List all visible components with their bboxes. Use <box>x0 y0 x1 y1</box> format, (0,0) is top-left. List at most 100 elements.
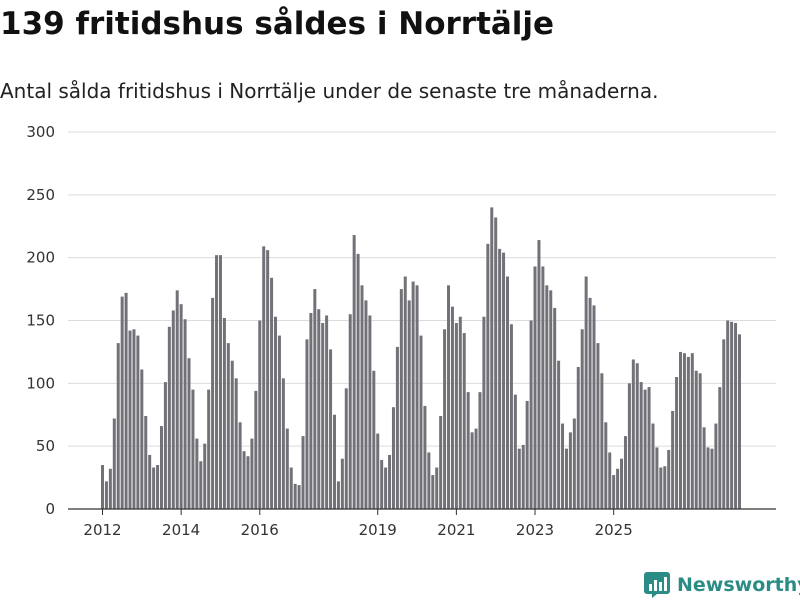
bar <box>521 444 525 509</box>
bar <box>156 465 160 509</box>
bar <box>498 248 502 509</box>
bar <box>679 351 682 509</box>
bar <box>360 285 364 509</box>
bar <box>152 467 156 509</box>
bar <box>191 389 195 509</box>
bar <box>289 467 293 509</box>
bar <box>568 432 572 509</box>
bar <box>132 329 136 509</box>
bar <box>254 390 258 509</box>
bar <box>502 252 506 509</box>
bar <box>572 418 576 509</box>
x-tick-label: 2016 <box>241 521 279 539</box>
bar <box>561 423 565 509</box>
bar <box>336 481 340 509</box>
bar <box>407 300 411 509</box>
bar <box>199 461 203 509</box>
bar <box>450 306 454 509</box>
bar <box>159 426 163 509</box>
x-tick-label: 2025 <box>595 521 633 539</box>
bar <box>706 447 710 509</box>
bar <box>344 388 348 509</box>
bar <box>466 392 470 509</box>
bar <box>494 217 498 509</box>
bar <box>553 307 557 509</box>
bar <box>694 370 698 509</box>
y-tick-label: 100 <box>26 374 55 392</box>
bar <box>600 373 604 509</box>
y-tick-label: 150 <box>26 312 55 330</box>
y-tick-label: 50 <box>36 437 55 455</box>
bar <box>639 382 643 509</box>
chart-title: 139 fritidshus såldes i Norrtälje <box>0 6 555 42</box>
bar <box>175 290 179 509</box>
bar <box>592 305 596 509</box>
bar <box>277 335 281 509</box>
bar <box>525 400 529 509</box>
bar <box>490 207 494 509</box>
bar <box>663 466 667 509</box>
bar <box>246 456 250 509</box>
bar <box>384 467 388 509</box>
bar <box>124 292 128 509</box>
bar <box>250 438 254 509</box>
bar <box>541 266 545 509</box>
bar <box>671 410 675 509</box>
bar <box>274 316 278 509</box>
bar <box>179 304 183 509</box>
bar <box>242 451 246 509</box>
y-tick-label: 300 <box>26 123 55 141</box>
bar <box>391 407 395 509</box>
bar <box>647 387 651 509</box>
bar <box>262 246 266 510</box>
highlight-value-label: 139 <box>732 0 759 4</box>
chart-subtitle: Antal sålda fritidshus i Norrtälje under… <box>0 79 659 103</box>
bar <box>549 290 553 509</box>
bar <box>730 321 734 509</box>
bar <box>352 235 356 510</box>
bar <box>340 458 344 509</box>
bar <box>285 428 289 509</box>
bar <box>529 320 533 509</box>
bar <box>309 312 313 509</box>
bar <box>329 349 333 509</box>
bar <box>643 389 647 509</box>
bar <box>537 240 541 509</box>
bar <box>458 316 462 509</box>
bar <box>411 281 415 509</box>
bar <box>187 358 191 509</box>
bar <box>675 377 679 509</box>
bar <box>702 427 706 509</box>
bar <box>203 443 207 509</box>
bar <box>690 353 694 509</box>
bar <box>372 370 376 509</box>
y-tick-label: 200 <box>26 249 55 267</box>
bar <box>517 448 521 509</box>
x-axis-ticks: 2012 2014 2016 2019 2021 2023 2025 <box>83 509 633 539</box>
bar <box>714 423 718 509</box>
y-axis-ticks: 0 50 100 150 200 250 300 <box>26 123 55 518</box>
bar <box>623 436 627 509</box>
bar <box>305 339 309 509</box>
bar <box>486 243 490 509</box>
bar <box>403 276 407 509</box>
bar <box>183 319 187 509</box>
bar <box>726 320 730 509</box>
bar <box>258 320 262 509</box>
bar <box>234 378 238 509</box>
brand-name: Newsworthy <box>677 574 800 596</box>
bar <box>112 418 116 509</box>
bar <box>211 297 215 509</box>
bar <box>388 454 392 509</box>
x-tick-label: 2014 <box>162 521 200 539</box>
newsworthy-brand: Newsworthy <box>644 569 800 601</box>
bar <box>608 452 612 509</box>
bar <box>399 289 403 509</box>
bar <box>635 363 639 509</box>
bar <box>325 315 329 509</box>
bar <box>144 416 148 509</box>
bar <box>195 438 199 509</box>
bar <box>659 467 663 509</box>
bar <box>506 276 509 509</box>
